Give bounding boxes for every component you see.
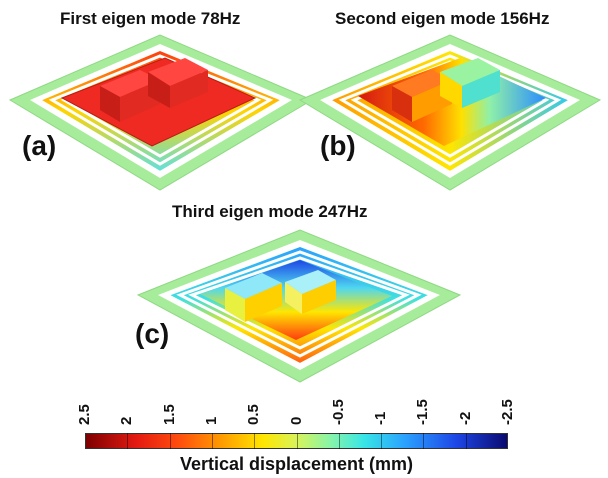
colorbar-tick-label: -2.5 (499, 399, 516, 425)
colorbar-tick-label: 0.5 (245, 404, 263, 425)
colorbar (85, 433, 508, 449)
colorbar-tick-label: 2.5 (76, 404, 93, 425)
colorbar-tick-label: 1 (202, 416, 220, 425)
colorbar-tick-mark (465, 433, 467, 449)
colorbar-tick-mark (338, 433, 340, 449)
colorbar-title: Vertical displacement (mm) (179, 454, 414, 474)
panel-b-title: Second eigen mode 156Hz (335, 9, 550, 28)
colorbar-tick-label: -0.5 (329, 399, 347, 425)
panel-a-label: (a) (22, 130, 57, 161)
colorbar-tick-label: 1.5 (160, 404, 178, 425)
colorbar-tick-mark (381, 433, 383, 449)
colorbar-tick-mark (169, 433, 171, 449)
colorbar-tick-label: -1.5 (414, 399, 432, 425)
colorbar-tick-mark (254, 433, 256, 449)
panel-a-title: First eigen mode 78Hz (60, 9, 241, 28)
colorbar-tick-label: 0 (287, 416, 305, 425)
panel-b-label: (b) (320, 130, 356, 161)
panel-c-label: (c) (135, 318, 170, 349)
colorbar-tick-label: -1 (372, 411, 390, 425)
colorbar-tick-mark (211, 433, 213, 449)
colorbar-tick-mark (296, 433, 298, 449)
colorbar-tick-label: 2 (118, 416, 136, 425)
colorbar-tick-mark (127, 433, 129, 449)
colorbar-tick-label: -2 (456, 411, 474, 425)
panel-c-title: Third eigen mode 247Hz (172, 202, 368, 221)
colorbar-tick-mark (423, 433, 425, 449)
